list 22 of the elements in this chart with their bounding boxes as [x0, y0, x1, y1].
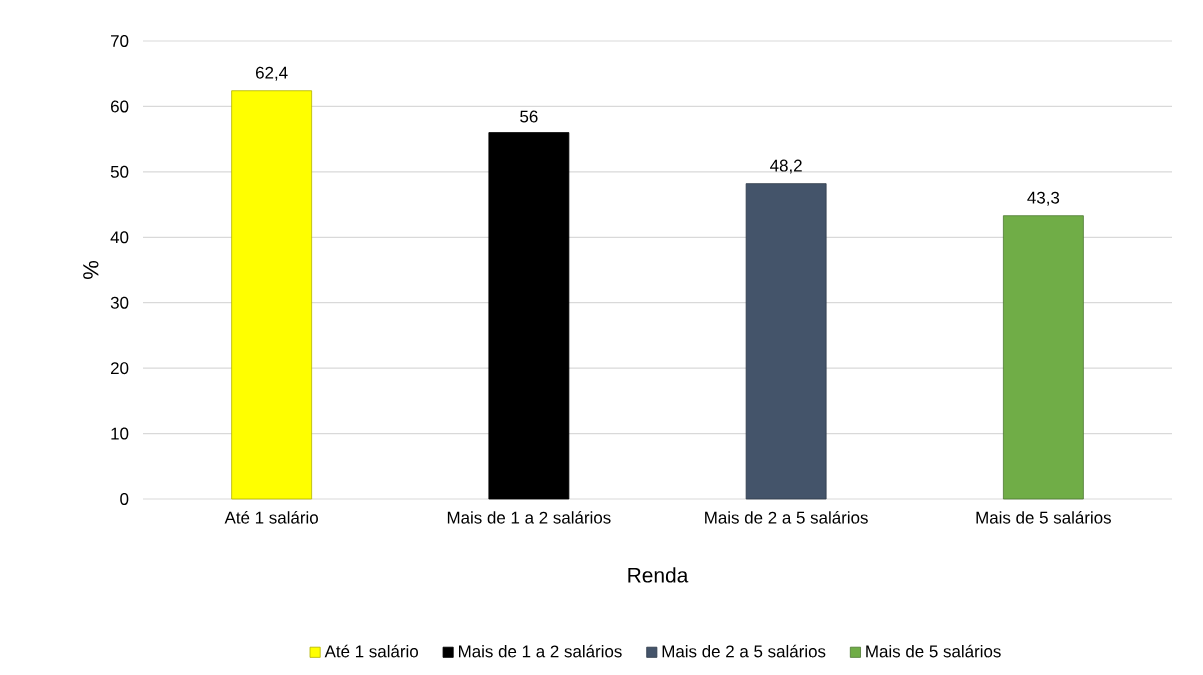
- y-axis-title: %: [83, 261, 99, 279]
- legend-label: Mais de 5 salários: [866, 644, 1001, 658]
- legend-label: Mais de 2 a 5 salários: [662, 644, 826, 658]
- y-tick-label: 20: [110, 362, 129, 375]
- legend-label: Mais de 1 a 2 salários: [459, 644, 622, 658]
- y-tick-label: 30: [110, 296, 129, 309]
- x-tick-label: Mais de 1 a 2 salários: [447, 511, 611, 524]
- y-tick-label: 0: [120, 493, 129, 505]
- data-label: 56: [520, 110, 538, 123]
- y-tick-label: 10: [111, 427, 129, 440]
- data-label: 48,2: [770, 159, 802, 174]
- x-tick-label: Até 1 salário: [224, 511, 318, 524]
- x-axis-title: Renda: [628, 567, 689, 583]
- y-tick-label: 60: [111, 100, 129, 113]
- legend-label: Até 1 salário: [324, 644, 419, 658]
- data-label: 43,3: [1027, 191, 1060, 206]
- y-tick-label: 70: [111, 35, 129, 47]
- data-label: 62,4: [256, 66, 288, 81]
- x-tick-label: Mais de 5 salários: [976, 511, 1111, 524]
- y-tick-label: 50: [110, 165, 129, 178]
- y-tick-label: 40: [110, 231, 129, 244]
- x-tick-label: Mais de 2 a 5 salários: [705, 511, 868, 524]
